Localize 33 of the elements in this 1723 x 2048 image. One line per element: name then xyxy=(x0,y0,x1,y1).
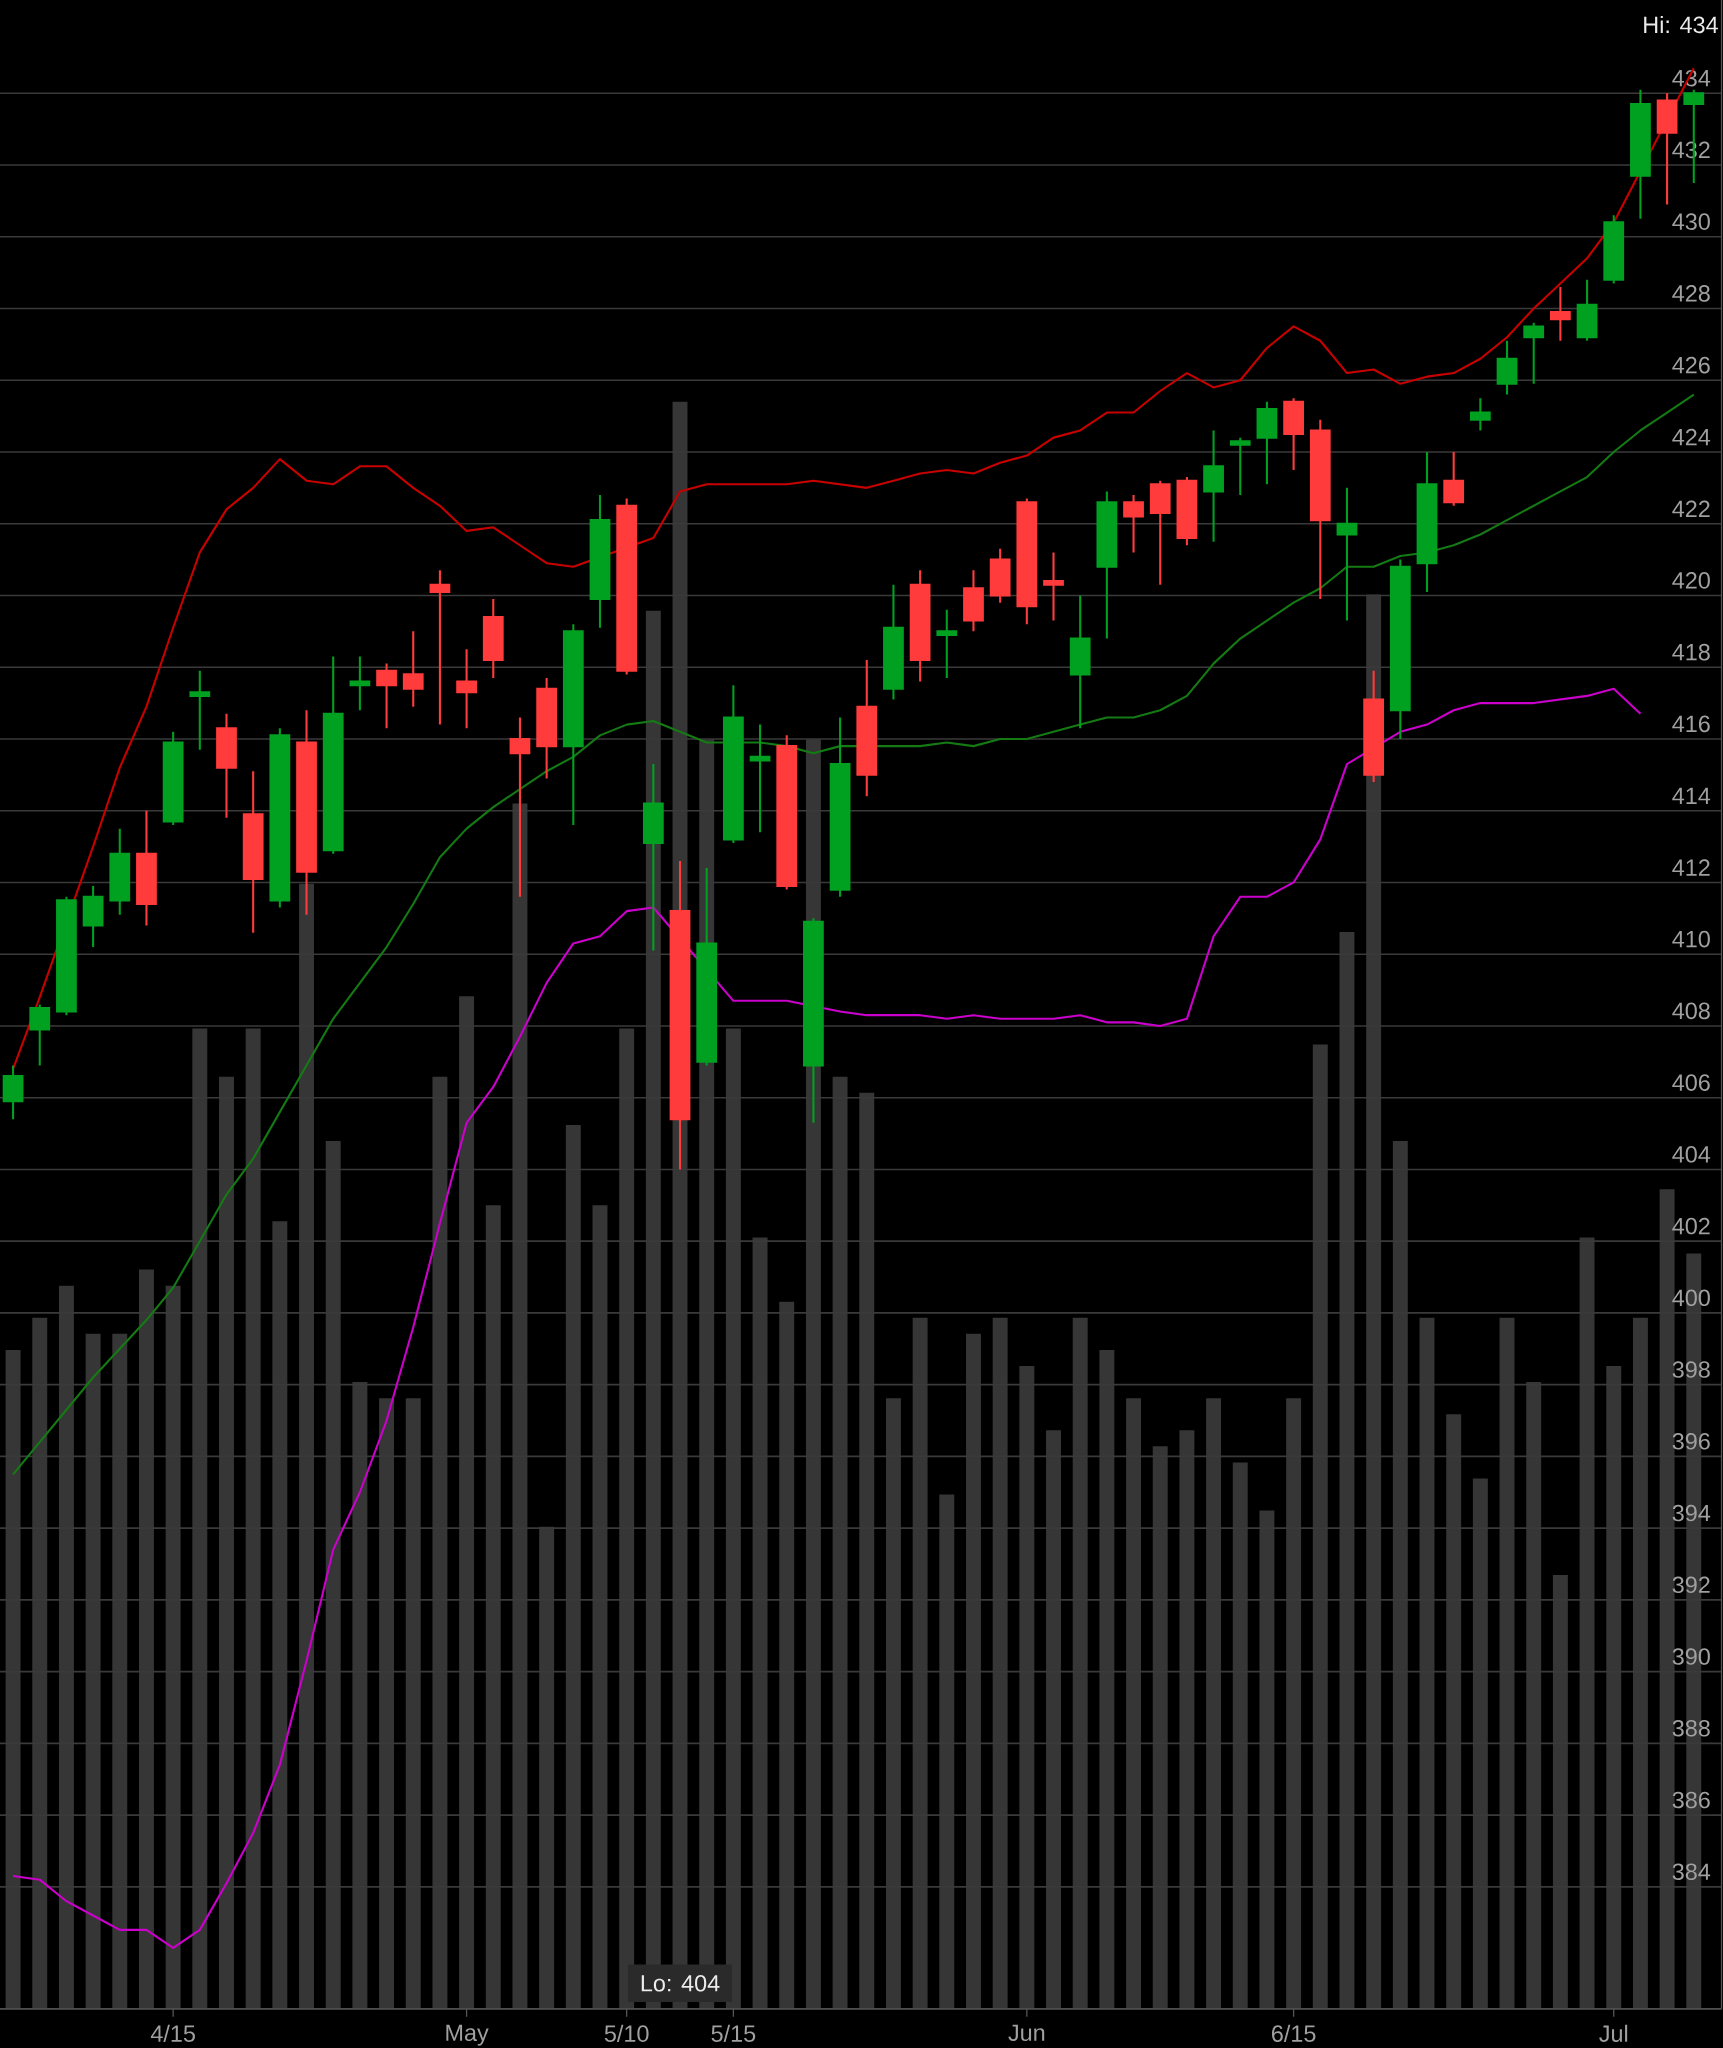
annotation: Lo: 404 xyxy=(641,1974,720,1992)
x-tick-label: May xyxy=(446,2024,489,2046)
y-tick-label: 398 xyxy=(1672,1361,1710,1378)
y-tick-label: 420 xyxy=(1672,572,1711,589)
y-tick-label: 400 xyxy=(1672,1289,1711,1307)
y-tick-label: 412 xyxy=(1672,859,1710,876)
y-tick-label: 414 xyxy=(1672,787,1711,804)
y-tick-label: 406 xyxy=(1672,1074,1710,1091)
y-tick-label: 386 xyxy=(1672,1791,1710,1809)
y-tick-label: 392 xyxy=(1672,1576,1710,1594)
x-tick-label: Jun xyxy=(1008,2024,1045,2042)
y-tick-label: 418 xyxy=(1672,643,1710,661)
y-tick-label: 424 xyxy=(1672,428,1711,446)
x-tick-label: 6/15 xyxy=(1272,2024,1316,2042)
y-tick-label: 426 xyxy=(1672,356,1710,374)
y-tick-label: 388 xyxy=(1672,1719,1710,1737)
y-tick-label: 410 xyxy=(1672,930,1711,948)
y-tick-label: 390 xyxy=(1672,1648,1711,1665)
y-tick-label: 396 xyxy=(1672,1433,1710,1450)
annotation: Hi: 434 xyxy=(1644,15,1719,34)
y-tick-label: 428 xyxy=(1672,285,1710,302)
y-tick-label: 402 xyxy=(1672,1217,1710,1235)
y-tick-label: 408 xyxy=(1672,1002,1710,1020)
y-tick-label: 416 xyxy=(1672,715,1710,733)
x-tick-label: 5/10 xyxy=(604,2024,649,2042)
y-tick-label: 430 xyxy=(1672,213,1711,230)
x-tick-label: 4/15 xyxy=(150,2024,196,2042)
y-tick-label: 394 xyxy=(1672,1504,1711,1522)
y-tick-label: 422 xyxy=(1672,500,1710,517)
y-tick-label: 384 xyxy=(1672,1863,1711,1881)
y-tick-label: 404 xyxy=(1672,1146,1711,1163)
x-tick-label: 5/15 xyxy=(711,2024,756,2042)
x-tick-label: Jul xyxy=(1599,2024,1628,2042)
